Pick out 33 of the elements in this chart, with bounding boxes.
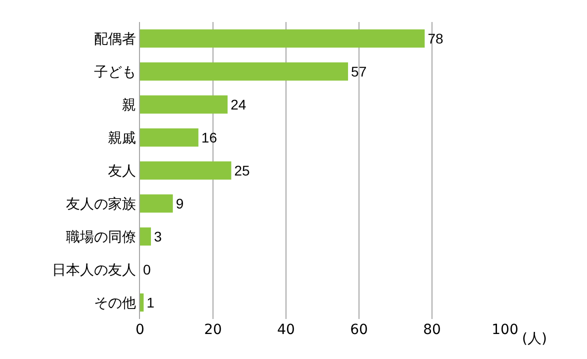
- x-tick-label: 100: [492, 322, 518, 338]
- data-label: 57: [351, 64, 367, 80]
- x-tick-label: 60: [350, 322, 368, 338]
- y-tick-label: 職場の同僚: [66, 229, 136, 246]
- data-label: 16: [201, 130, 218, 146]
- y-tick-label: 親: [122, 97, 136, 114]
- data-label: 24: [230, 96, 246, 113]
- x-tick-label: 40: [277, 322, 295, 338]
- x-tick-label: 20: [204, 322, 222, 338]
- bar: [140, 62, 348, 81]
- data-label: 25: [234, 162, 250, 179]
- bar: [140, 227, 151, 246]
- y-tick-label: 親戚: [108, 130, 136, 146]
- data-label: 1: [146, 294, 155, 310]
- bar: [140, 29, 425, 48]
- y-tick-label: 配偶者: [94, 31, 136, 48]
- y-tick-label: その他: [94, 295, 136, 312]
- x-axis-title: (人): [522, 331, 547, 347]
- y-tick-label: 子ども: [94, 64, 136, 80]
- data-label: 3: [154, 228, 162, 245]
- bar: [140, 161, 232, 180]
- y-tick-label: 友人: [108, 163, 136, 180]
- bar: [140, 293, 144, 312]
- bar: [140, 95, 228, 114]
- data-label: 0: [143, 262, 151, 278]
- x-tick-label: 80: [423, 322, 441, 338]
- x-tick-label: 0: [136, 322, 144, 338]
- y-tick-label: 日本人の友人: [52, 262, 136, 278]
- y-tick-label: 友人の家族: [66, 196, 136, 212]
- data-label: 78: [428, 30, 444, 46]
- bar: [140, 128, 198, 147]
- bar: [140, 194, 173, 213]
- data-label: 9: [176, 196, 184, 212]
